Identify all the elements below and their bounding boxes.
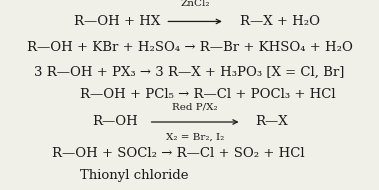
Text: R—OH + SOCl₂ → R—Cl + SO₂ + HCl: R—OH + SOCl₂ → R—Cl + SO₂ + HCl	[52, 147, 305, 160]
Text: Red P/X₂: Red P/X₂	[172, 103, 218, 112]
Text: R—X + H₂O: R—X + H₂O	[241, 15, 321, 28]
Text: R—X: R—X	[255, 116, 288, 128]
Text: 3 R—OH + PX₃ → 3 R—X + H₃PO₃ [X = Cl, Br]: 3 R—OH + PX₃ → 3 R—X + H₃PO₃ [X = Cl, Br…	[34, 66, 345, 79]
Text: R—OH + PCl₅ → R—Cl + POCl₃ + HCl: R—OH + PCl₅ → R—Cl + POCl₃ + HCl	[80, 89, 336, 101]
Text: ZnCl₂: ZnCl₂	[180, 0, 210, 8]
Text: X₂ = Br₂, I₂: X₂ = Br₂, I₂	[166, 132, 224, 141]
Text: R—OH + KBr + H₂SO₄ → R—Br + KHSO₄ + H₂O: R—OH + KBr + H₂SO₄ → R—Br + KHSO₄ + H₂O	[27, 41, 352, 54]
Text: Thionyl chloride: Thionyl chloride	[80, 169, 188, 183]
Text: R—OH: R—OH	[92, 116, 138, 128]
Text: R—OH + HX: R—OH + HX	[74, 15, 160, 28]
